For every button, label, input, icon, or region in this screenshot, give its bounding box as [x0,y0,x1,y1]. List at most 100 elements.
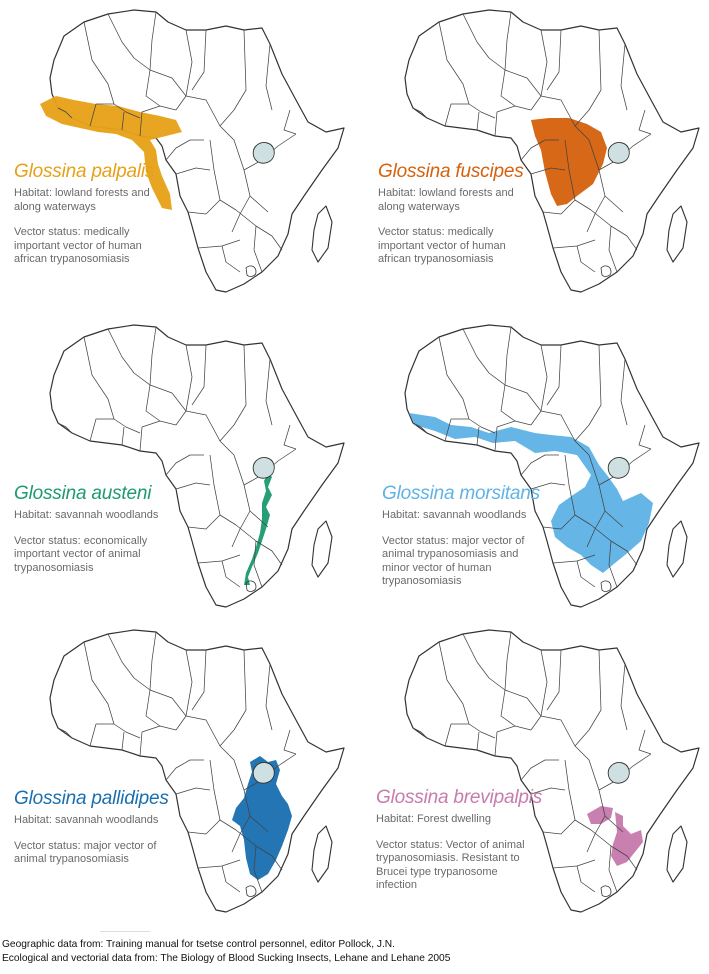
description: Habitat: lowland forests and along waterw… [14,187,214,267]
country-border [209,759,221,821]
continent-outline [49,324,345,608]
country-border [576,560,596,588]
line-spacer [376,827,576,839]
lake-victoria [252,142,275,164]
country-border [638,729,652,755]
description: Habitat: lowland forests and along waterw… [378,187,578,267]
country-border [219,745,245,791]
species-range [40,96,182,210]
country-border [83,21,115,105]
lake-victoria [252,762,275,784]
country-border [139,105,177,137]
country-border [145,689,161,727]
africa-map [40,9,345,293]
country-border [209,139,221,201]
description-line: Vector status: medically [14,226,130,238]
continent-outline [49,629,345,913]
country-border [586,815,606,853]
description-line: Habitat: lowland forests and [378,187,514,199]
description-line: important vector of human [14,239,142,252]
madagascar-outline [666,825,688,883]
country-border [590,209,638,251]
species-range [244,473,272,585]
country-border [185,649,193,717]
country-border [620,358,628,426]
country-border [438,336,470,420]
species-name: Glossina brevipalpis [376,787,543,808]
africa-map [404,629,700,913]
country-border [221,560,241,588]
country-border [231,815,251,853]
country-border [89,103,141,127]
country-border [231,510,251,548]
country-border [530,715,576,747]
country-border [145,69,161,107]
species-name: Glossina pallidipes [14,788,169,809]
description-line: Habitat: Forest dwelling [376,813,491,825]
species-range [409,413,653,573]
madagascar-outline [311,520,333,578]
description-line: important vector of animal [14,548,141,560]
credit-geographic: Geographic data from: Training manual fo… [2,939,395,950]
country-border [219,440,245,486]
country-border [175,482,211,490]
country-border [121,731,125,751]
divider [100,931,150,932]
country-border [542,199,592,215]
madagascar-outline [311,825,333,883]
country-border [185,29,193,97]
country-border [145,384,161,422]
country-border [438,641,470,725]
africa-map [404,324,700,608]
country-border [235,524,283,566]
description-line: african trypanosomiasis [14,253,130,265]
country-border [638,109,652,135]
country-border [221,865,241,893]
species-range [587,806,643,866]
country-border [476,731,480,751]
lesotho-border [600,265,612,277]
country-border [530,482,566,490]
panel-pallidipes: Glossina pallidipes Habitat: savannah wo… [0,620,354,930]
country-border [235,829,283,871]
africa-map [49,324,345,608]
country-border [608,540,618,588]
country-border [412,107,428,119]
country-border [191,649,207,711]
description-line: along waterways [14,200,96,213]
country-border [235,209,283,251]
country-border [546,29,562,91]
panel-fuscipes: Glossina fuscipes Habitat: lowland fores… [355,0,709,310]
country-border [574,344,602,442]
country-border [500,69,516,107]
country-border [620,663,628,731]
country-border [185,344,193,412]
description-line: animal trypanosomiasis [14,853,129,865]
line-spacer [14,523,214,535]
country-border [608,225,618,273]
country-border [89,723,141,747]
country-border [231,195,251,233]
country-border [520,454,559,476]
description: Habitat: savannah woodlands Vector status… [14,509,214,575]
country-border [530,95,576,127]
species-name: Glossina austeni [14,483,152,504]
description: Habitat: Forest dwelling Vector status: V… [376,813,576,893]
country-border [175,410,221,442]
madagascar-outline [311,205,333,263]
description-line: Vector status: major vector of [382,534,525,547]
country-border [574,29,602,127]
country-border [412,727,428,739]
country-border [500,689,516,727]
description-line: Vector status: Vector of animal [376,838,525,851]
description: Habitat: savannah woodlands Vector status… [382,509,582,589]
country-border [494,105,532,137]
country-border [253,845,263,893]
credit-ecological: Ecological and vectorial data from: The … [2,953,451,964]
description-line: Habitat: lowland forests and [14,187,150,199]
country-border [175,715,221,747]
line-spacer [14,214,214,226]
country-border [209,454,221,516]
country-border [576,245,596,273]
country-border [494,420,532,452]
